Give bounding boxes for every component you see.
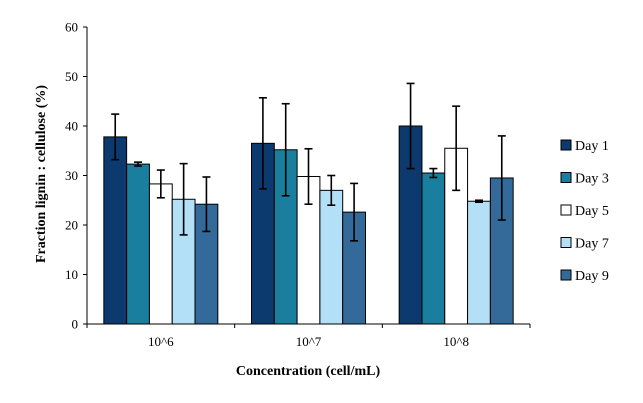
- y-tick-label: 10: [65, 267, 78, 282]
- bar-series-group: [103, 125, 514, 325]
- bar-day-7: [319, 189, 344, 325]
- y-axis-title: Fraction lignin : cellulose (%): [34, 85, 49, 263]
- bar-day-7: [467, 200, 491, 325]
- y-tick-label: 50: [65, 69, 78, 84]
- y-tick-label: 0: [72, 317, 79, 332]
- y-tick-label: 20: [65, 218, 78, 233]
- y-axis: 0 10 20 30 40 50 60: [65, 20, 88, 332]
- legend-swatch: [560, 269, 572, 281]
- legend-label: Day 7: [575, 237, 609, 252]
- legend-label: Day 5: [575, 204, 609, 219]
- y-tick-label: 40: [65, 119, 78, 134]
- legend-label: Day 3: [575, 172, 609, 187]
- x-tick-label: 10^7: [296, 334, 322, 349]
- bar-day-3: [421, 172, 446, 325]
- y-tick-label: 30: [65, 168, 78, 183]
- x-axis-title: Concentration (cell/mL): [236, 364, 381, 379]
- bar-day-5: [148, 183, 173, 325]
- bar-day-3: [126, 163, 150, 325]
- error-bar-group: [111, 82, 506, 242]
- x-axis: 10^6 10^7 10^8: [86, 323, 531, 349]
- x-tick-label: 10^6: [148, 334, 174, 349]
- y-tick-label: 60: [65, 20, 78, 35]
- legend-swatch: [560, 204, 572, 216]
- legend: Day 1 Day 3 Day 5 Day 7 Day 9: [560, 139, 609, 284]
- legend-swatch: [560, 139, 572, 151]
- legend-label: Day 9: [575, 269, 609, 284]
- x-tick-label: 10^8: [443, 334, 469, 349]
- legend-swatch: [560, 172, 572, 183]
- legend-swatch: [560, 237, 572, 248]
- bar-day-1: [103, 136, 128, 325]
- legend-label: Day 1: [575, 139, 609, 154]
